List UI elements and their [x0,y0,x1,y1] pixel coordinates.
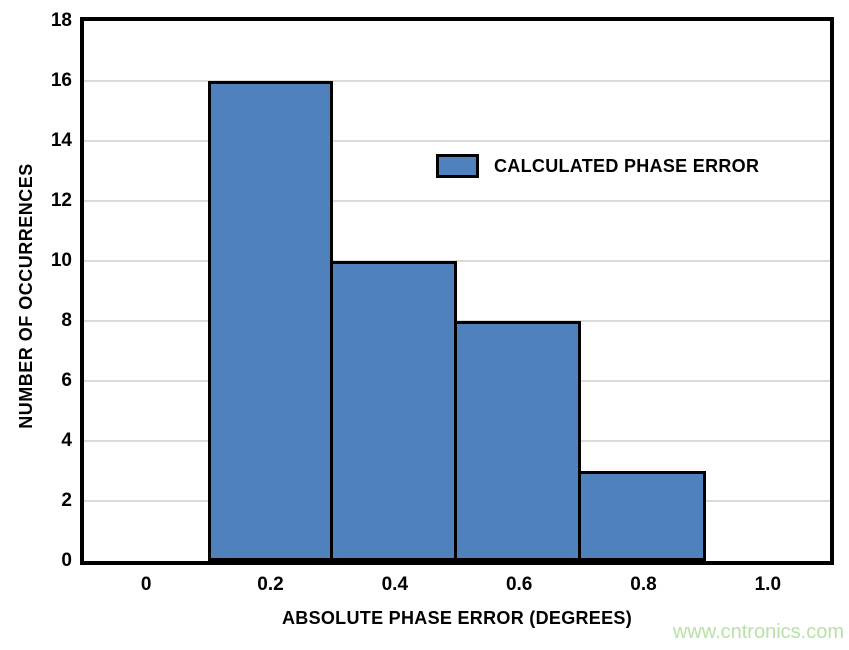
x-tick-label-0: 0 [140,574,152,595]
gridline-y-10 [84,260,830,262]
legend-swatch [436,154,479,178]
gridline-y-14 [84,140,830,142]
histogram-bar-0.4 [329,261,457,561]
y-tick-label-2: 2 [61,490,72,511]
y-tick-label-12: 12 [50,190,72,211]
x-tick-label-1.0: 1.0 [754,574,782,595]
y-tick-label-14: 14 [50,130,72,151]
y-axis-title: NUMBER OF OCCURRENCES [16,163,36,429]
gridline-y-16 [84,80,830,82]
gridline-y-12 [84,200,830,202]
y-tick-label-10: 10 [50,250,72,271]
x-tick-label-0.4: 0.4 [381,574,409,595]
histogram-bar-0.2 [208,81,333,561]
histogram-bar-0.8 [578,471,706,561]
legend-label: CALCULATED PHASE ERROR [494,155,760,176]
histogram-bar-0.6 [454,321,582,561]
y-tick-label-0: 0 [61,550,72,571]
x-tick-label-0.6: 0.6 [505,574,533,595]
y-tick-label-4: 4 [61,430,72,451]
y-tick-label-18: 18 [50,10,72,31]
x-axis-title: ABSOLUTE PHASE ERROR (DEGREES) [281,608,633,628]
legend: CALCULATED PHASE ERROR [436,154,759,178]
plot-area: CALCULATED PHASE ERROR [80,17,834,565]
y-tick-label-8: 8 [61,310,72,331]
x-tick-label-0.8: 0.8 [630,574,657,595]
x-tick-label-0.2: 0.2 [257,574,284,595]
watermark: www.cntronics.com [672,621,844,643]
y-tick-label-16: 16 [50,70,72,91]
y-tick-label-6: 6 [61,370,72,391]
